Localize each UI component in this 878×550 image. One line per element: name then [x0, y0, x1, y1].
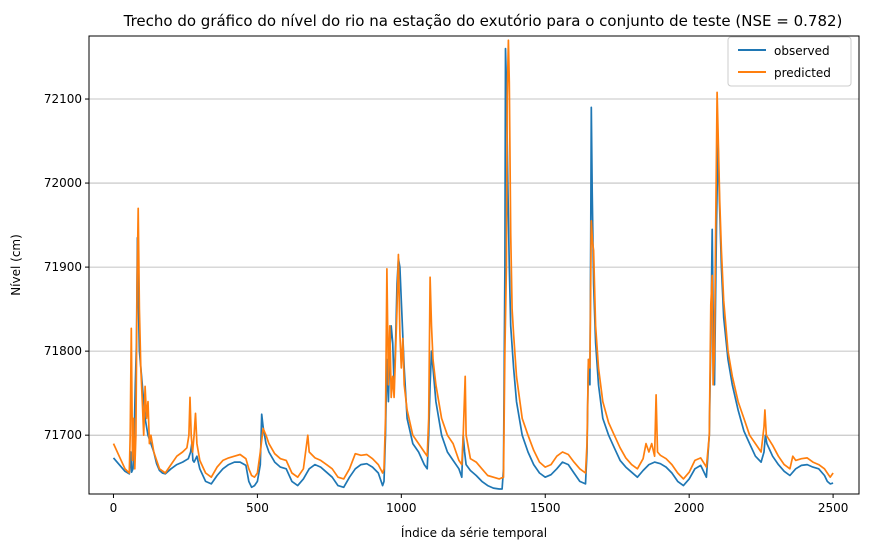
- y-tick-label: 72000: [44, 176, 82, 190]
- legend-label-observed: observed: [774, 44, 830, 58]
- chart-title: Trecho do gráfico do nível do rio na est…: [123, 12, 843, 30]
- x-tick-label: 1000: [386, 501, 417, 515]
- x-tick-label: 0: [110, 501, 118, 515]
- series-line-predicted: [112, 39, 834, 480]
- x-tick-label: 500: [246, 501, 269, 515]
- x-axis-label: Índice da série temporal: [401, 525, 547, 540]
- plot-lines: [112, 39, 834, 490]
- y-tick-label: 71700: [44, 428, 82, 442]
- x-tick-label: 2500: [818, 501, 849, 515]
- series-line-observed: [112, 47, 834, 490]
- x-tick-label: 1500: [530, 501, 561, 515]
- legend-label-predicted: predicted: [774, 66, 831, 80]
- y-tick-label: 71900: [44, 260, 82, 274]
- grid-lines: [89, 98, 859, 436]
- y-axis-label: Nível (cm): [9, 234, 23, 296]
- x-tick-label: 2000: [674, 501, 705, 515]
- legend: observed predicted: [727, 36, 852, 87]
- y-axis-ticks: 71700 71800 71900 72000 72100: [44, 92, 89, 442]
- y-tick-label: 72100: [44, 92, 82, 106]
- x-axis-ticks: 0 500 1000 1500 2000 2500: [110, 494, 849, 515]
- y-tick-label: 71800: [44, 344, 82, 358]
- plot-frame: [88, 35, 860, 495]
